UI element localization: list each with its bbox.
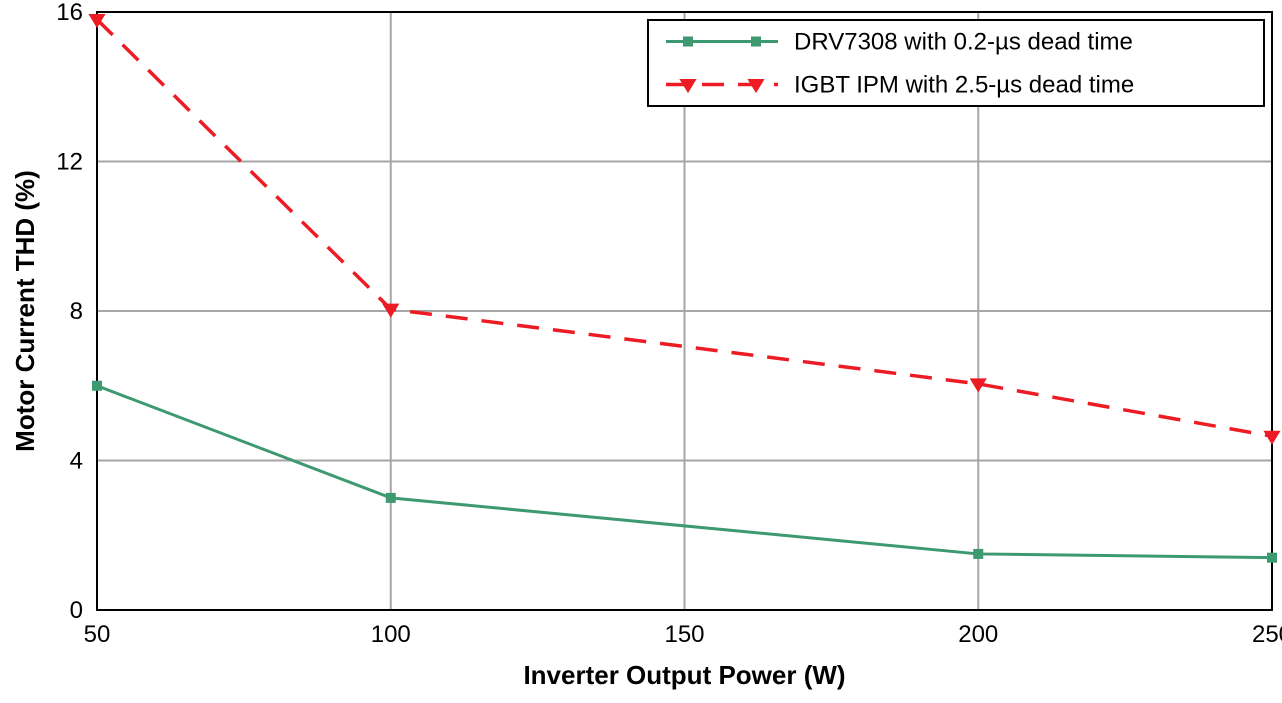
y-tick-label: 4 <box>70 448 83 475</box>
x-tick-label: 100 <box>371 621 411 648</box>
x-axis-label: Inverter Output Power (W) <box>523 660 845 690</box>
x-tick-label: 200 <box>958 621 998 648</box>
x-tick-label: 250 <box>1252 621 1282 648</box>
y-axis-label: Motor Current THD (%) <box>10 170 40 452</box>
y-tick-label: 8 <box>70 298 83 325</box>
legend-item-label: DRV7308 with 0.2-µs dead time <box>794 29 1133 56</box>
y-tick-label: 12 <box>56 149 83 176</box>
y-tick-label: 16 <box>56 0 83 26</box>
line-chart: 50 100 150 200 250 0 4 8 12 16 Inverter Output Pow… <box>0 0 1282 703</box>
x-tick-label: 150 <box>664 621 704 648</box>
legend: DRV7308 with 0.2-µs dead time IGBT IPM wi… <box>648 20 1264 106</box>
y-tick-label: 0 <box>70 597 83 624</box>
legend-item-label: IGBT IPM with 2.5-µs dead time <box>794 72 1134 99</box>
x-tick-label: 50 <box>84 621 111 648</box>
